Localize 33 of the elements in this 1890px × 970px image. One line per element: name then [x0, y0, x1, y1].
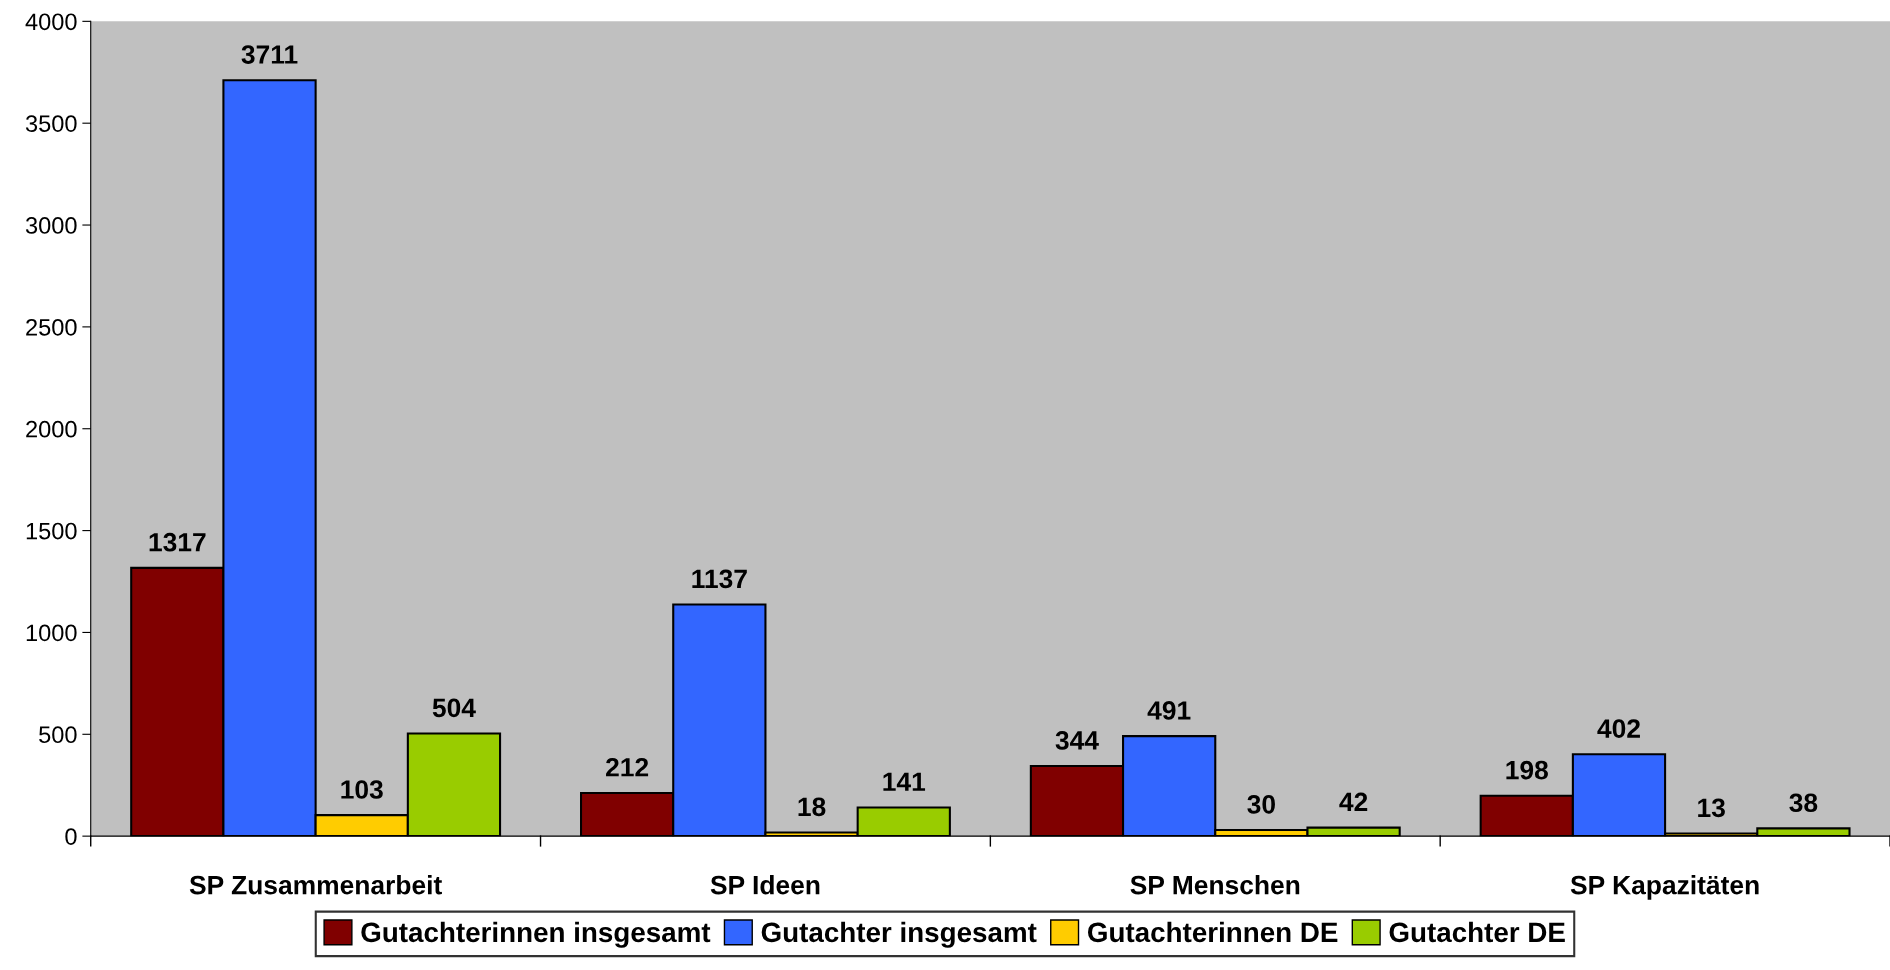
y-tick-label: 3500	[25, 115, 77, 132]
data-label: 13	[1698, 798, 1725, 818]
data-label: 402	[1597, 719, 1640, 738]
x-tick-label: SP Zusammenarbeit	[189, 875, 442, 895]
x-tick-label: SP Ideen	[710, 875, 820, 895]
data-label: 103	[341, 780, 383, 799]
y-tick-label: 1000	[26, 624, 77, 642]
y-tick-label: 3000	[25, 217, 77, 234]
y-tick-label: 0	[65, 828, 77, 845]
data-label: 198	[1506, 760, 1548, 780]
x-tick-label: SP Menschen	[1130, 875, 1300, 895]
data-label: 3711	[241, 45, 298, 64]
data-label: 1137	[692, 569, 747, 589]
y-tick-label: 1500	[26, 522, 77, 540]
legend-label: Gutachter insgesamt	[761, 921, 1037, 948]
legend-label: Gutachterinnen insgesamt	[361, 921, 711, 948]
legend-label: Gutachterinnen DE	[1087, 921, 1338, 943]
data-label: 42	[1339, 792, 1368, 811]
data-label: 141	[883, 772, 926, 791]
data-label: 1317	[149, 532, 206, 552]
data-label: 504	[432, 698, 476, 718]
data-label: 38	[1789, 793, 1818, 813]
legend-label: Gutachter DE	[1389, 921, 1565, 943]
data-label: 30	[1247, 795, 1275, 814]
y-tick-label: 500	[39, 726, 77, 744]
data-label: 491	[1147, 701, 1191, 720]
y-tick-label: 2500	[26, 318, 77, 336]
x-tick-label: SP Kapazitäten	[1570, 875, 1759, 900]
y-tick-label: 2000	[26, 420, 77, 438]
data-label: 18	[798, 797, 826, 817]
data-label: 212	[606, 757, 649, 777]
data-label: 344	[1055, 731, 1099, 750]
y-tick-label: 4000	[25, 13, 77, 31]
